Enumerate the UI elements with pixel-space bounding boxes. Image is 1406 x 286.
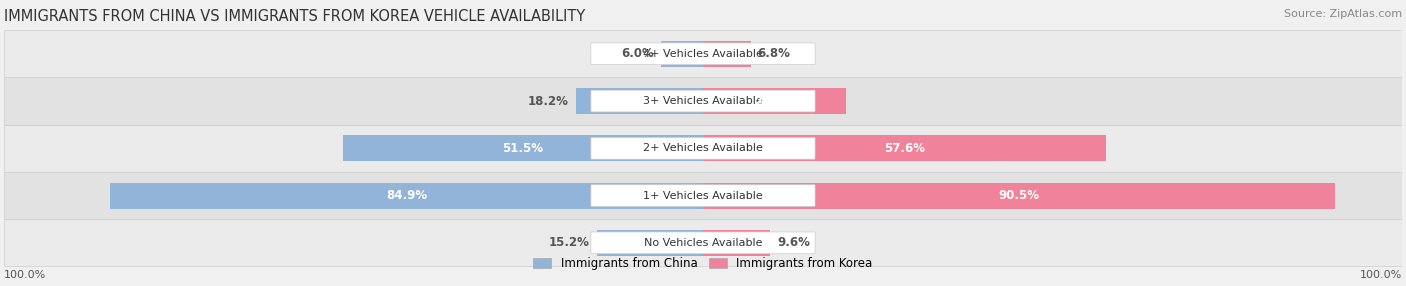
Text: 1+ Vehicles Available: 1+ Vehicles Available xyxy=(643,190,763,200)
Bar xyxy=(576,88,703,114)
Bar xyxy=(4,172,1402,219)
Text: 2+ Vehicles Available: 2+ Vehicles Available xyxy=(643,143,763,153)
Text: 6.0%: 6.0% xyxy=(621,47,654,60)
Text: 51.5%: 51.5% xyxy=(502,142,544,155)
Bar xyxy=(703,88,846,114)
Bar xyxy=(4,219,1402,267)
Text: 57.6%: 57.6% xyxy=(884,142,925,155)
Bar xyxy=(661,41,703,67)
Text: 84.9%: 84.9% xyxy=(385,189,427,202)
Bar xyxy=(703,230,770,256)
Bar xyxy=(4,30,1402,78)
Text: Source: ZipAtlas.com: Source: ZipAtlas.com xyxy=(1284,9,1402,19)
FancyBboxPatch shape xyxy=(591,138,815,159)
Text: 100.0%: 100.0% xyxy=(4,270,46,280)
Bar xyxy=(4,125,1402,172)
Bar xyxy=(343,135,703,161)
Bar xyxy=(703,182,1336,208)
Legend: Immigrants from China, Immigrants from Korea: Immigrants from China, Immigrants from K… xyxy=(529,253,877,275)
Text: IMMIGRANTS FROM CHINA VS IMMIGRANTS FROM KOREA VEHICLE AVAILABILITY: IMMIGRANTS FROM CHINA VS IMMIGRANTS FROM… xyxy=(4,9,585,24)
Text: 6.8%: 6.8% xyxy=(758,47,790,60)
Bar xyxy=(4,78,1402,125)
Bar xyxy=(703,135,1105,161)
FancyBboxPatch shape xyxy=(591,185,815,206)
Bar xyxy=(110,182,703,208)
Text: 15.2%: 15.2% xyxy=(548,236,589,249)
Text: 20.5%: 20.5% xyxy=(754,95,794,108)
Text: No Vehicles Available: No Vehicles Available xyxy=(644,238,762,248)
Text: 3+ Vehicles Available: 3+ Vehicles Available xyxy=(643,96,763,106)
Text: 4+ Vehicles Available: 4+ Vehicles Available xyxy=(643,49,763,59)
Text: 9.6%: 9.6% xyxy=(778,236,810,249)
Text: 18.2%: 18.2% xyxy=(527,95,569,108)
Text: 100.0%: 100.0% xyxy=(1360,270,1402,280)
FancyBboxPatch shape xyxy=(591,43,815,65)
FancyBboxPatch shape xyxy=(591,90,815,112)
FancyBboxPatch shape xyxy=(591,232,815,254)
Text: 90.5%: 90.5% xyxy=(998,189,1039,202)
Bar xyxy=(596,230,703,256)
Bar xyxy=(703,41,751,67)
